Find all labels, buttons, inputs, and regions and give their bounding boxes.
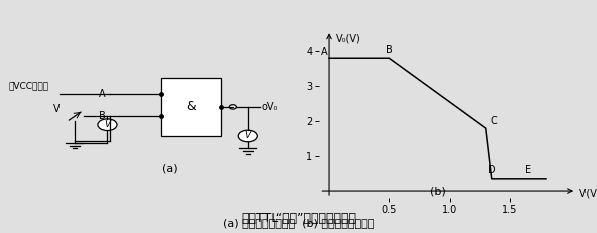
Text: V: V [245, 131, 251, 140]
Text: A: A [99, 89, 106, 99]
Text: 典型TTL“与非”门电压传输特性: 典型TTL“与非”门电压传输特性 [241, 212, 356, 225]
Text: A: A [321, 47, 328, 56]
Text: Vᴵ: Vᴵ [53, 104, 61, 114]
Text: &: & [186, 100, 196, 113]
Circle shape [98, 119, 117, 130]
Text: 接VCC或悬空: 接VCC或悬空 [9, 82, 49, 90]
Text: (b): (b) [430, 186, 445, 196]
Text: oV₀: oV₀ [261, 102, 278, 112]
Text: E: E [525, 165, 531, 175]
Text: (a) 传输特性测试电路  (b) 电压传输特性曲线: (a) 传输特性测试电路 (b) 电压传输特性曲线 [223, 218, 374, 228]
Text: C: C [491, 116, 497, 126]
Text: B: B [386, 45, 393, 55]
Circle shape [229, 105, 236, 109]
Text: V: V [104, 120, 110, 129]
Bar [161, 78, 221, 136]
Text: (a): (a) [162, 164, 178, 174]
Circle shape [238, 130, 257, 142]
Text: V₀(V): V₀(V) [336, 34, 361, 44]
Text: D: D [488, 165, 496, 175]
Text: B: B [99, 111, 106, 121]
Text: Vᴵ(V): Vᴵ(V) [578, 189, 597, 199]
